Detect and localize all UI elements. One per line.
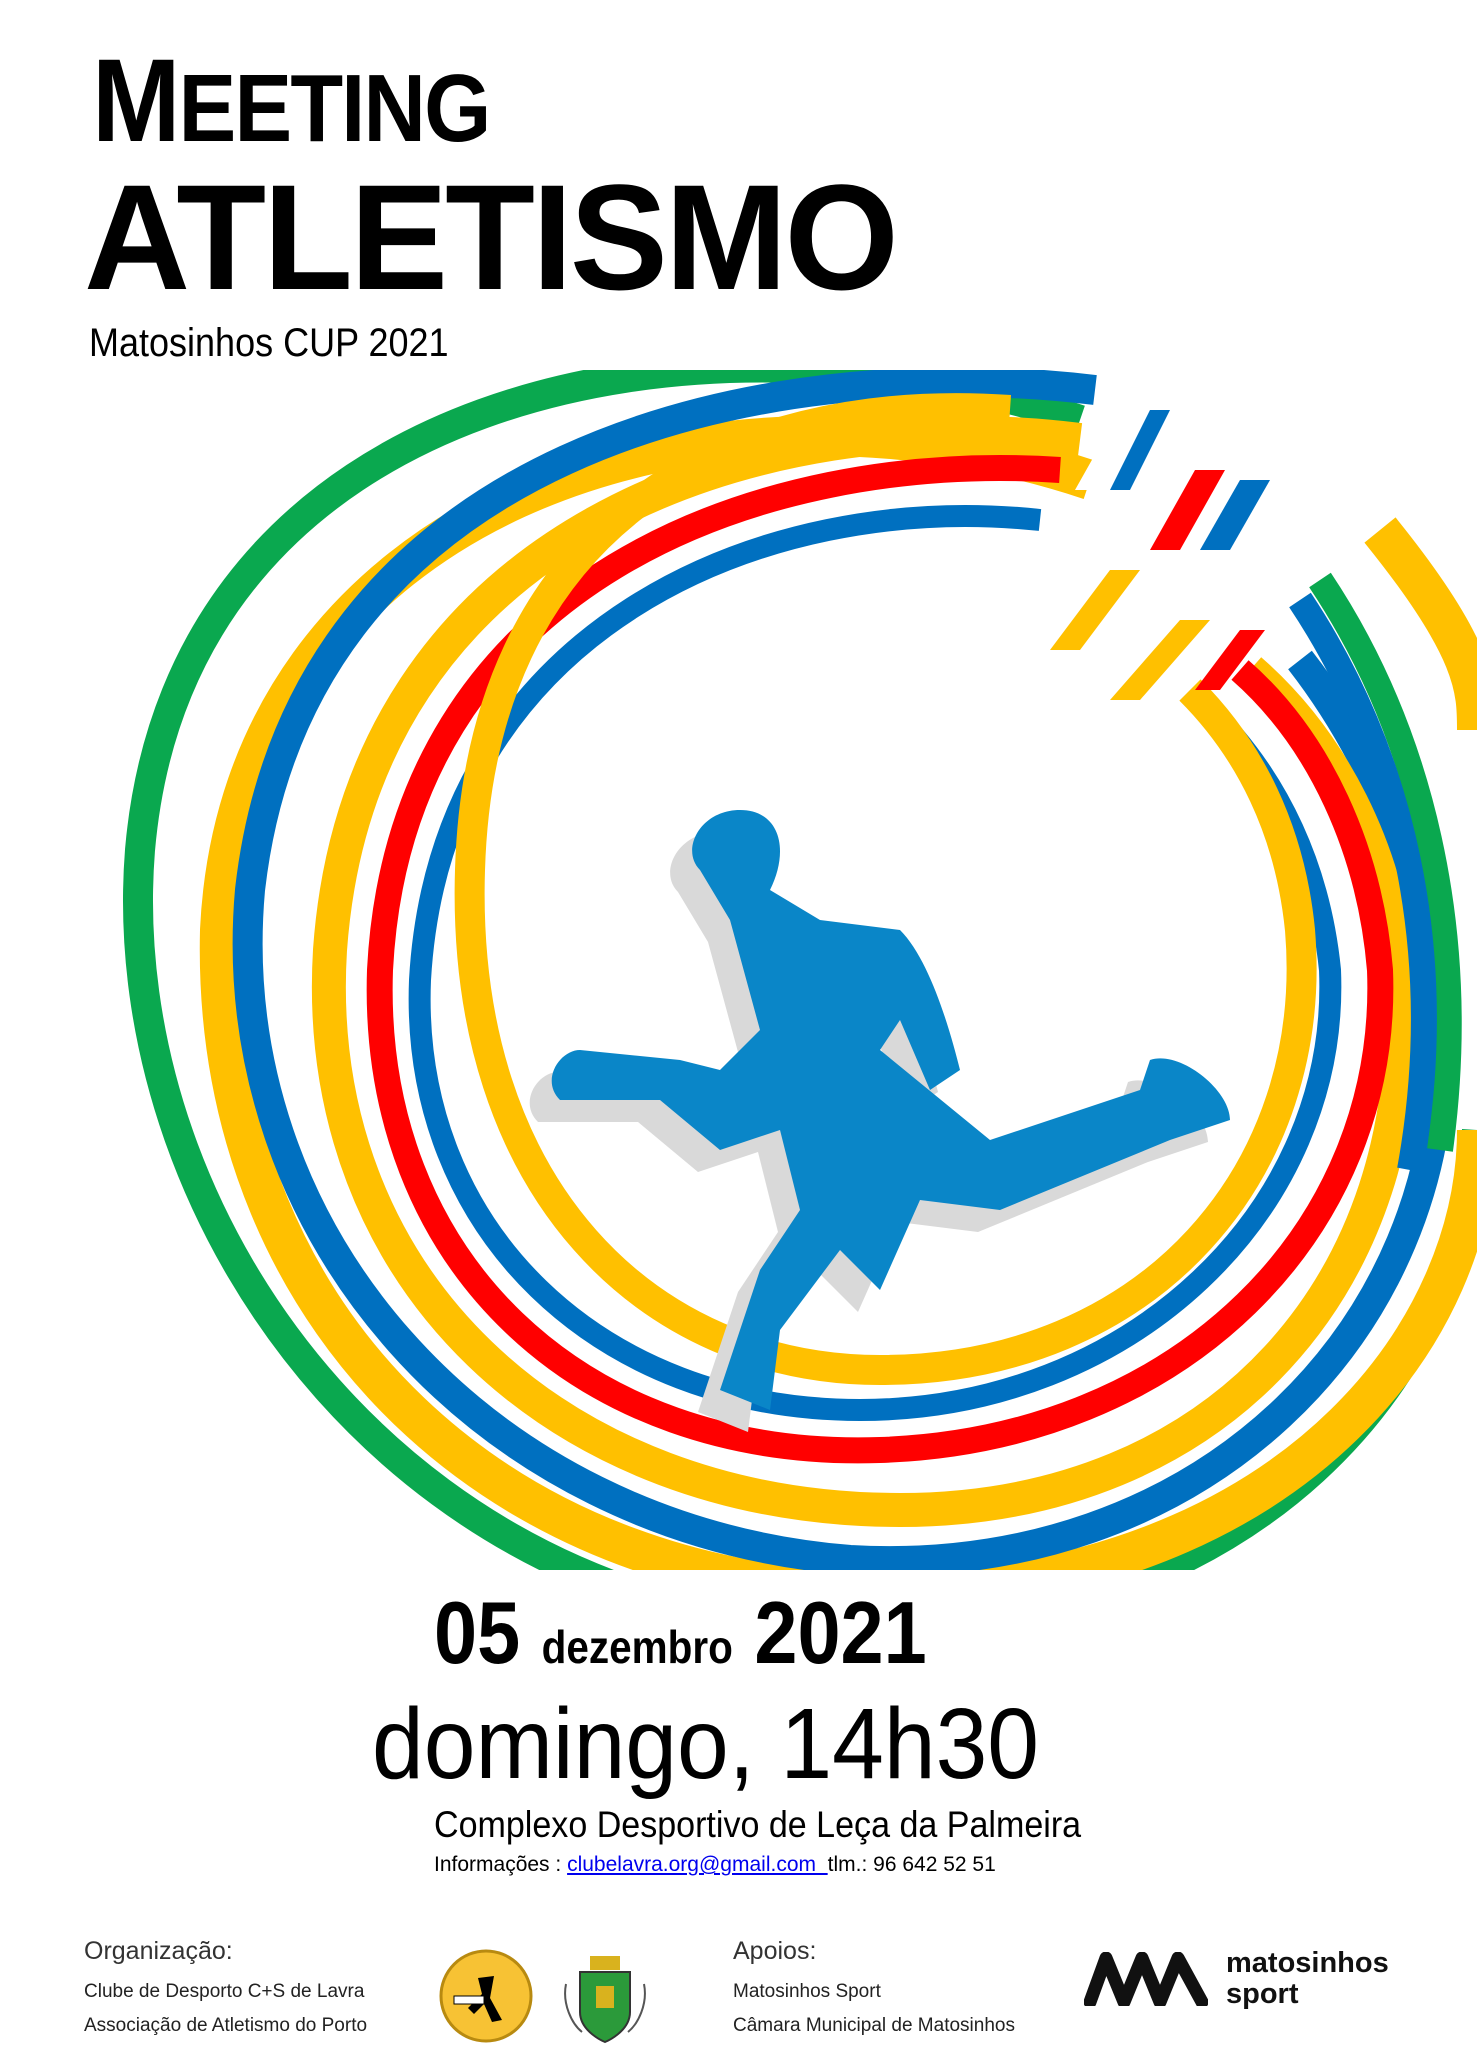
matosinhos-coat-of-arms [564, 1956, 646, 2044]
organizer-2: Associação de Atletismo do Porto [84, 2015, 368, 2036]
ring-fragments [1050, 410, 1270, 700]
matosinhos-sport-logo: matosinhos sport [1084, 1948, 1389, 2010]
organizer-1: Clube de Desporto C+S de Lavra [84, 1981, 365, 2002]
support-label: Apoios: [733, 1937, 817, 1965]
organization-label: Organização: [84, 1937, 233, 1965]
title-atletismo: ATLETISMO [84, 153, 899, 321]
event-weekday-time: domingo, 14h30 [372, 1688, 1040, 1800]
ring-blue-right [1289, 592, 1437, 1173]
contact-info: Informações : clubelavra.org@gmail.com t… [434, 1853, 996, 1876]
club-lavra-logo [439, 1949, 533, 2043]
matosinhos-sport-mark-icon [1084, 1952, 1208, 2006]
ring-yellow-outer [199, 416, 1477, 1570]
rings-artwork [123, 370, 1477, 1570]
runner-silhouette [551, 810, 1230, 1410]
supporter-2: Câmara Municipal de Matosinhos [733, 2015, 1015, 2036]
email-link[interactable]: clubelavra.org@gmail.com [567, 1853, 816, 1876]
event-date: 05 dezembro 2021 [434, 1583, 927, 1682]
ring-yellow-2 [311, 416, 1419, 1528]
ring-green-right [1309, 572, 1462, 1152]
event-venue: Complexo Desportivo de Leça da Palmeira [434, 1804, 1082, 1845]
supporter-1: Matosinhos Sport [733, 1981, 881, 2002]
subtitle: Matosinhos CUP 2021 [89, 321, 449, 365]
phone: tlm.: 96 642 52 51 [827, 1853, 996, 1876]
title-meeting: MEETING [92, 35, 491, 167]
